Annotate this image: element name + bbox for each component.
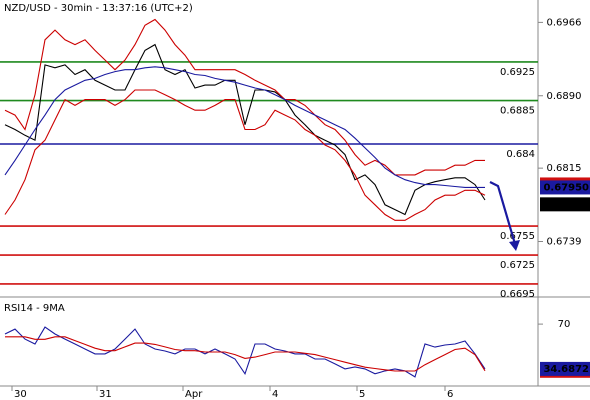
x-tick-label: 5 <box>359 389 365 400</box>
x-tick-label: 4 <box>272 389 278 400</box>
price-marker-label: 0.67950 <box>543 182 589 193</box>
series-line <box>5 336 486 372</box>
level-label: 0.6885 <box>500 106 535 117</box>
series-line <box>4 43 486 216</box>
series-line <box>4 18 485 176</box>
x-tick-label: 30 <box>14 389 27 400</box>
level-label: 0.6725 <box>500 260 535 271</box>
series-line <box>4 89 486 221</box>
level-label: 0.6755 <box>500 231 535 242</box>
price-marker-label: 34.6872 <box>543 364 589 375</box>
y-tick-label: 0.6966 <box>547 17 582 28</box>
series-line <box>4 66 485 188</box>
x-tick-label: 6 <box>447 389 453 400</box>
x-tick-label: 31 <box>99 389 112 400</box>
price-marker <box>540 180 590 195</box>
y-tick-label: 70 <box>558 319 571 330</box>
y-tick-label: 0.6890 <box>547 91 582 102</box>
price-marker <box>540 197 590 212</box>
forecast-arrow <box>489 181 517 245</box>
price-marker <box>540 361 590 376</box>
chart-title: NZD/USD - 30min - 13:37:16 (UTC+2) <box>4 3 193 14</box>
forecast-arrowhead <box>509 240 520 251</box>
level-label: 0.684 <box>506 149 535 160</box>
level-label: 0.6925 <box>500 67 535 78</box>
y-tick-label: 0.6739 <box>547 236 582 247</box>
y-tick-label: 0.6815 <box>547 163 582 174</box>
rsi-title: RSI14 - 9MA <box>4 303 65 314</box>
x-tick-label: Apr <box>185 389 203 400</box>
level-label: 0.6695 <box>500 289 535 300</box>
price-marker-label: 0.67775 <box>543 199 589 210</box>
plot-layer: 0.6966 0.6890 0.6815 0.6739 0.6925 0.6885 0.68… <box>0 17 590 400</box>
